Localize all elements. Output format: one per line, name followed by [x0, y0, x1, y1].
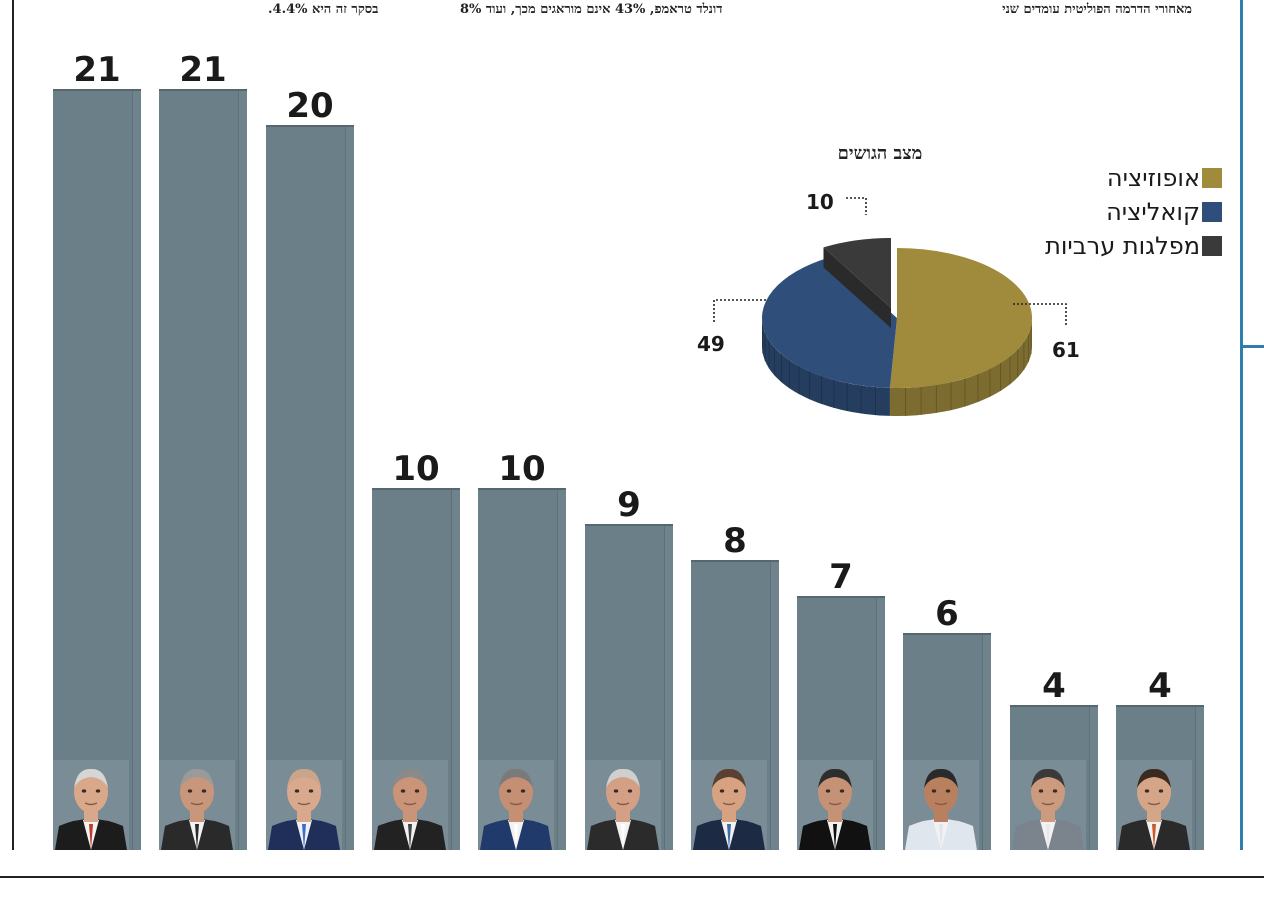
legend-swatch-3 — [1202, 236, 1222, 256]
bar-value-label-5: 10 — [498, 449, 546, 489]
legend-item-1: אופוזיציה — [1107, 163, 1222, 193]
pie-slice-3-wall — [823, 247, 891, 328]
portrait-photo-10 — [1010, 760, 1086, 850]
bar-1 — [53, 89, 141, 850]
legend-item-3: מפלגות ערביות — [1045, 231, 1222, 261]
right-border-notch — [1240, 345, 1264, 348]
bar-value-label-3: 20 — [286, 86, 334, 126]
pie-slice-3 — [823, 238, 891, 308]
pie-value-label-3: 10 — [806, 190, 834, 214]
portrait-photo-5 — [478, 760, 554, 850]
right-border-rule — [1240, 0, 1243, 850]
bar-2 — [159, 89, 247, 850]
portrait-photo-3 — [266, 760, 342, 850]
portrait-photo-7 — [691, 760, 767, 850]
bar-value-label-1: 21 — [73, 50, 121, 90]
legend-label-2: קואליציה — [1106, 198, 1200, 226]
left-border-rule — [12, 0, 14, 850]
pie-value-label-2: 49 — [697, 332, 725, 356]
legend-swatch-1 — [1202, 168, 1222, 188]
portrait-photo-6 — [585, 760, 661, 850]
legend-item-2: קואליציה — [1106, 197, 1222, 227]
pie-side-walls — [762, 318, 1032, 416]
pie-title: מצב הגושים — [837, 143, 923, 164]
bar-value-label-9: 6 — [935, 594, 959, 634]
pie-side-2-1 — [762, 318, 890, 416]
bar-value-label-4: 10 — [392, 449, 440, 489]
bottom-rule — [0, 876, 1264, 878]
pie-leader-line-1 — [1013, 303, 1067, 326]
portrait-photo-9 — [903, 760, 979, 850]
portrait-photo-11 — [1116, 760, 1192, 850]
header-text-middle: דונלד טראמפ, 43% אינם מוראגים מכך, ועוד … — [460, 2, 723, 17]
portrait-photo-2 — [159, 760, 235, 850]
pie-leader-line-3 — [846, 197, 867, 215]
pie-slice-1 — [889, 247, 1033, 388]
legend-label-1: אופוזיציה — [1106, 164, 1200, 192]
portrait-photo-8 — [797, 760, 873, 850]
bar-value-label-2: 21 — [179, 50, 227, 90]
pie-value-label-1: 61 — [1052, 338, 1080, 362]
legend-label-3: מפלגות ערביות — [1045, 232, 1200, 260]
header-text-right: מאחורי הדרמה הפוליטית עומדים שני — [1002, 2, 1192, 17]
portrait-photo-1 — [53, 760, 129, 850]
bar-value-label-11: 4 — [1148, 666, 1172, 706]
pie-leader-line-2 — [713, 299, 766, 322]
header-text-left: בסקר זה היא 4.4%. — [268, 2, 379, 17]
pie-side-1-1 — [889, 318, 1032, 416]
bar-value-label-10: 4 — [1042, 666, 1066, 706]
bar-value-label-8: 7 — [829, 557, 853, 597]
bar-value-label-7: 8 — [723, 521, 747, 561]
legend-swatch-2 — [1202, 202, 1222, 222]
portrait-photo-4 — [372, 760, 448, 850]
bar-3 — [266, 125, 354, 850]
pie-top-faces — [762, 238, 1033, 388]
bar-value-label-6: 9 — [617, 485, 641, 525]
